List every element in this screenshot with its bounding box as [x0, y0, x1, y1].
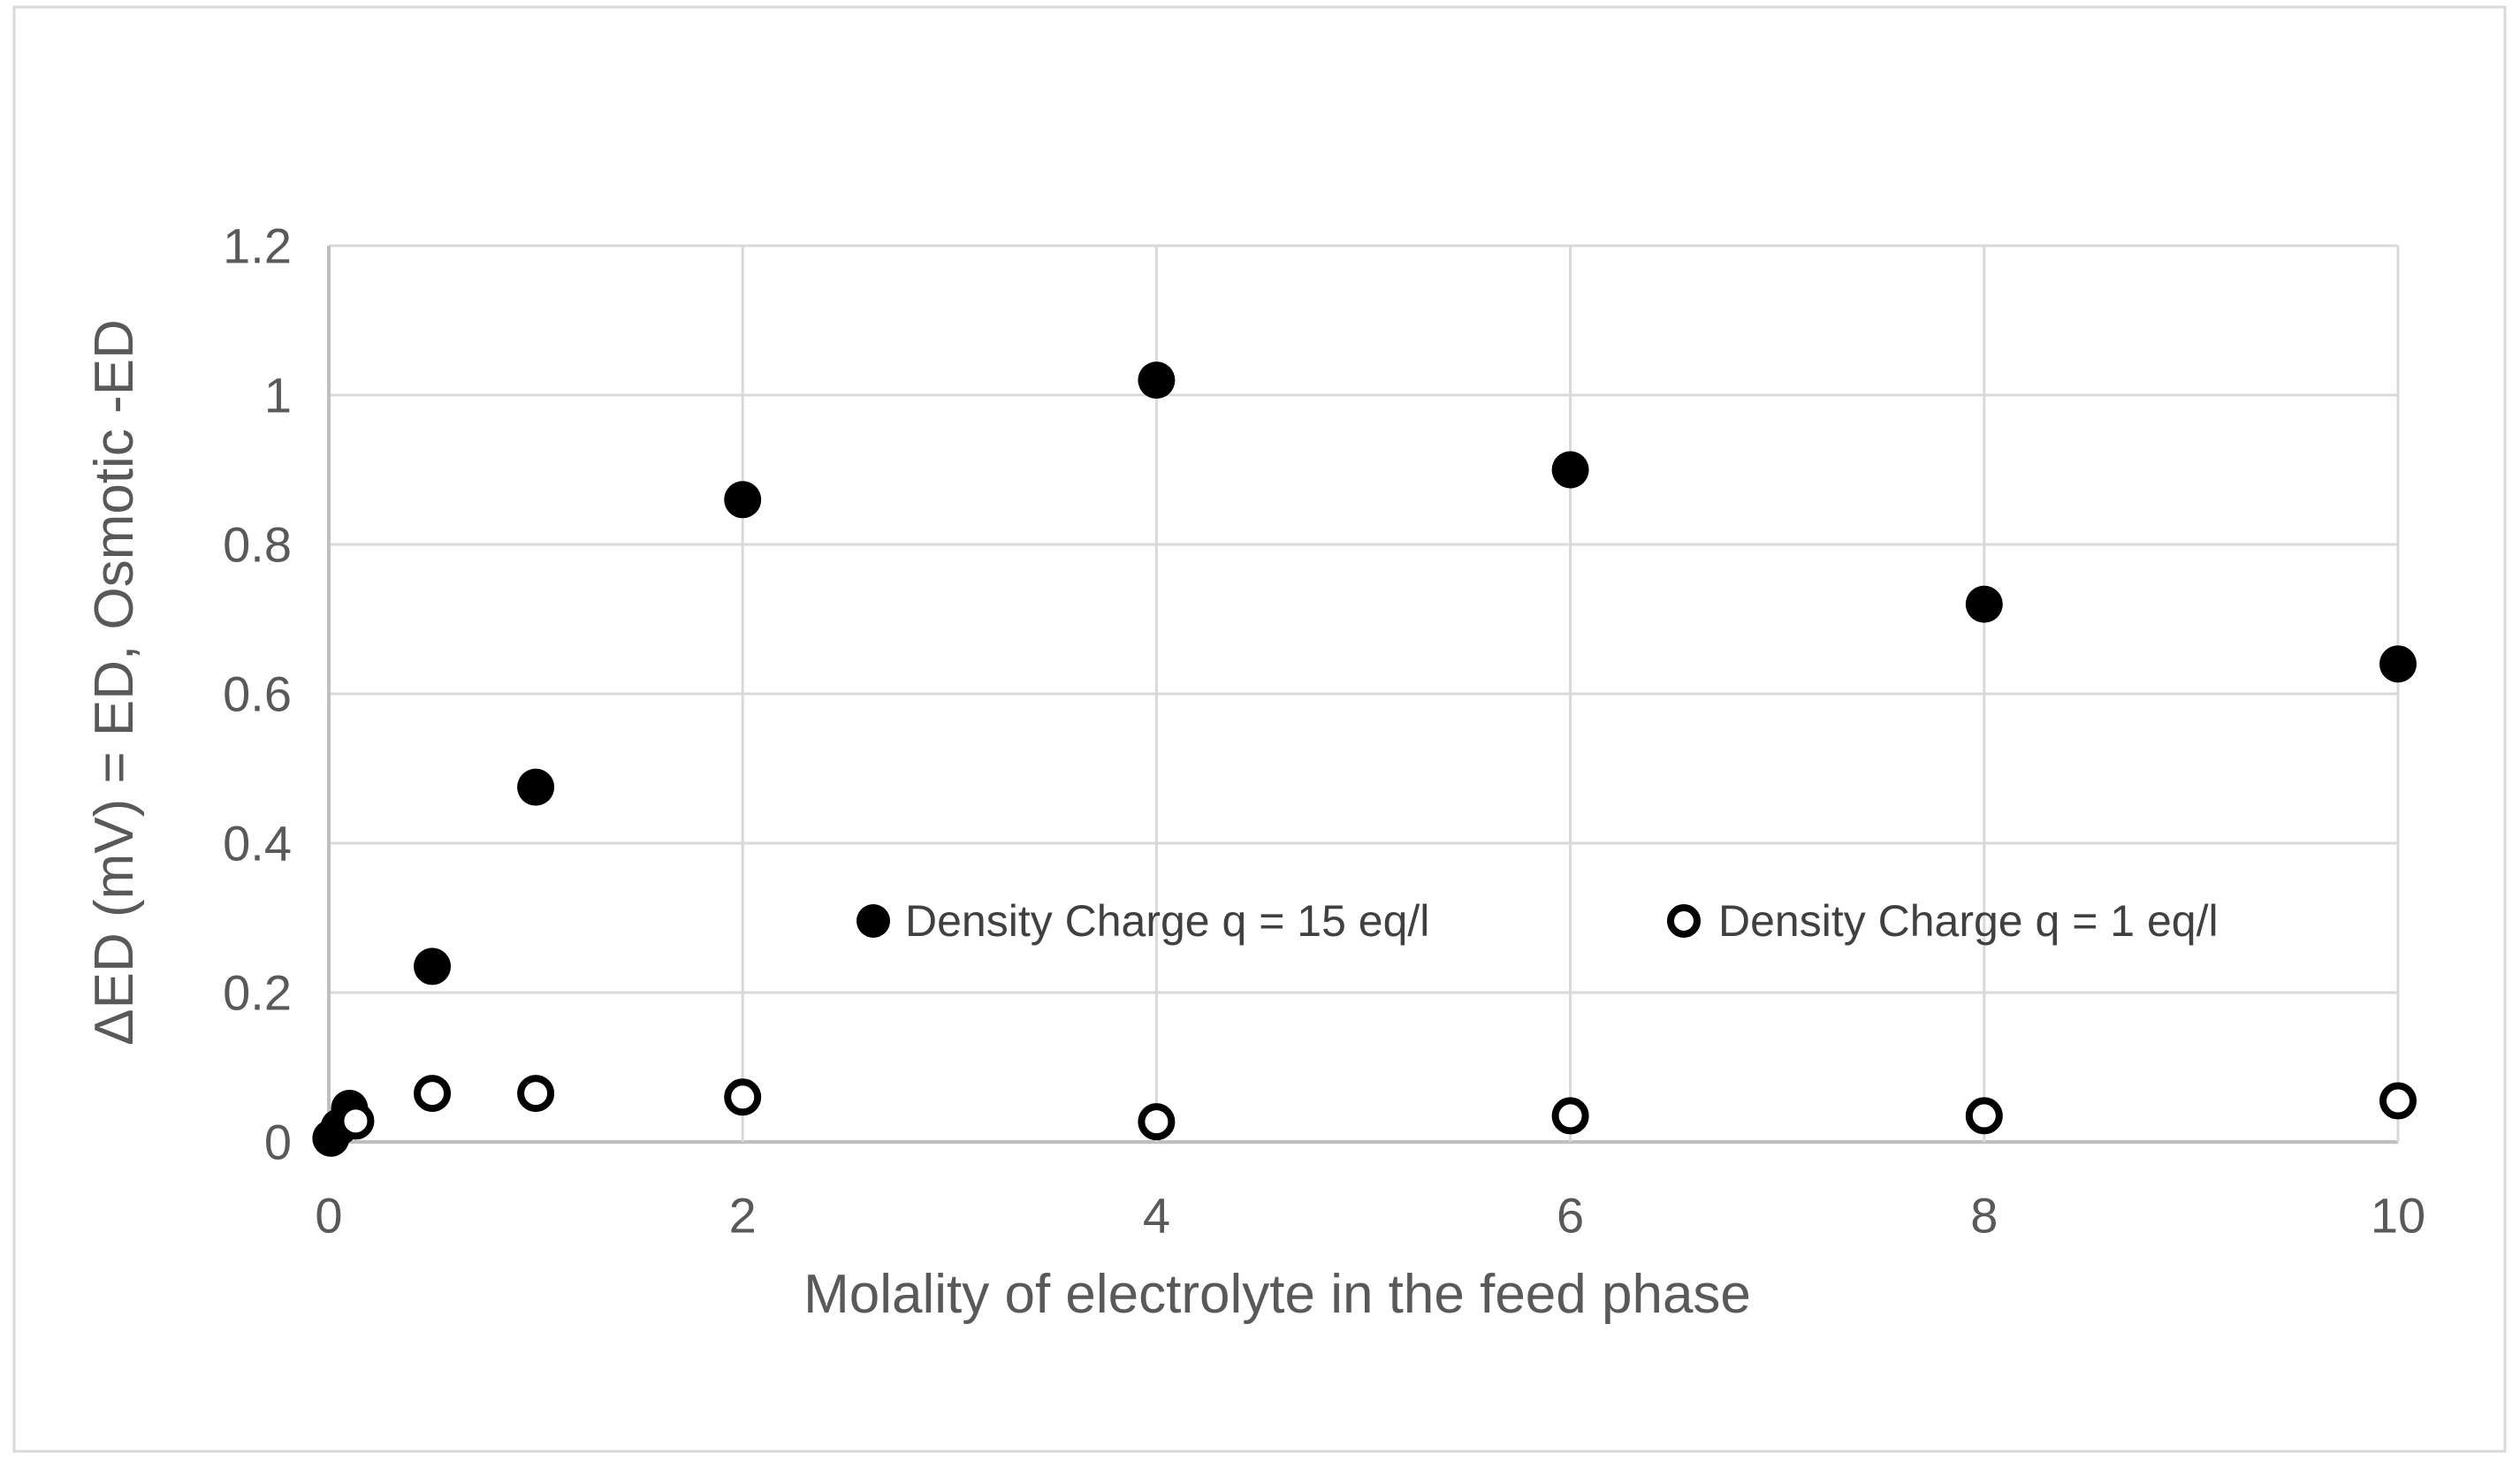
data-point-open-circle	[1138, 1103, 1176, 1141]
y-tick-label: 0.4	[223, 816, 292, 871]
chart-border	[12, 5, 2507, 1453]
x-tick-label: 0	[315, 1188, 342, 1244]
y-tick-label: 0	[264, 1115, 292, 1170]
data-point-filled-circle	[724, 481, 762, 519]
y-tick-label: 1	[264, 368, 292, 423]
data-point-open-circle	[517, 1075, 555, 1113]
data-point-filled-circle	[517, 768, 555, 806]
x-tick-label: 2	[729, 1188, 757, 1244]
legend-label-q1: Density Charge q = 1 eq/l	[1718, 896, 2219, 946]
data-point-open-circle	[2379, 1082, 2417, 1120]
x-tick-label: 6	[1557, 1188, 1584, 1244]
data-point-filled-circle	[1965, 585, 2003, 623]
y-tick-label: 0.8	[223, 517, 292, 573]
x-tick-label: 8	[1970, 1188, 1998, 1244]
legend: Density Charge q = 15 eq/l Density Charg…	[856, 896, 2219, 946]
legend-marker-filled-circle	[856, 904, 890, 938]
tick-labels: 0 0.2 0.4 0.6 0.8 1 1.2 0 2 4 6 8 10	[223, 218, 2425, 1244]
data-point-open-circle	[1965, 1097, 2003, 1135]
x-axis-title: Molality of electrolyte in the feed phas…	[803, 1264, 1751, 1325]
data-point-open-circle	[1551, 1097, 1589, 1135]
data-point-filled-circle	[2379, 645, 2417, 683]
data-point-open-circle	[414, 1075, 452, 1113]
legend-label-q15: Density Charge q = 15 eq/l	[905, 896, 1429, 946]
data-points	[312, 361, 2417, 1157]
x-tick-label: 4	[1143, 1188, 1170, 1244]
data-point-filled-circle	[414, 947, 452, 985]
y-tick-label: 1.2	[223, 218, 292, 274]
data-point-filled-circle	[1138, 361, 1176, 399]
gridlines	[327, 244, 2400, 1144]
data-point-open-circle	[724, 1078, 762, 1116]
data-point-open-circle	[337, 1102, 375, 1140]
legend-marker-open-circle	[1667, 904, 1701, 938]
data-point-filled-circle	[1551, 451, 1589, 489]
x-tick-label: 10	[2371, 1188, 2425, 1244]
y-tick-label: 0.2	[223, 965, 292, 1021]
y-axis-title: ΔED (mV) = ED, Osmotic -ED	[84, 319, 145, 1046]
y-tick-label: 0.6	[223, 666, 292, 722]
